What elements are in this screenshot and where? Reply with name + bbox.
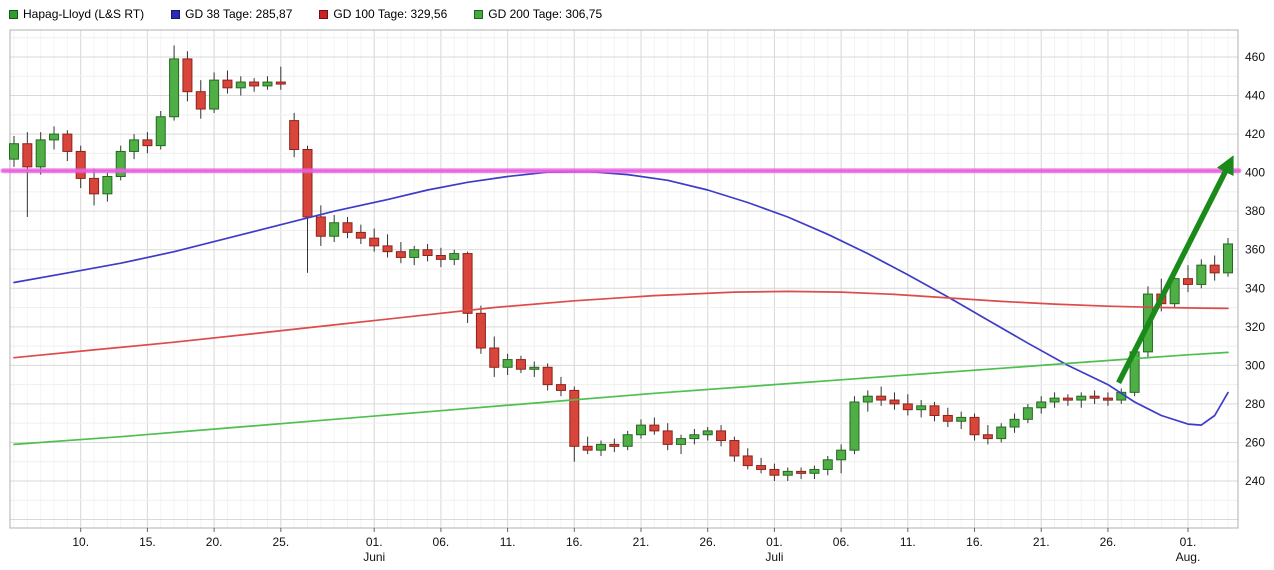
x-axis-day-label: 25. [272, 535, 289, 549]
y-axis-label: 360 [1245, 243, 1265, 257]
y-axis-label: 460 [1245, 50, 1265, 64]
x-axis-day-label: 26. [1100, 535, 1117, 549]
x-axis-month-label: Aug. [1176, 550, 1201, 564]
candles [9, 45, 1233, 481]
x-axis-day-label: 10. [72, 535, 89, 549]
y-axis-label: 260 [1245, 435, 1265, 449]
legend-item-instrument: Hapag-Lloyd (L&S RT) [9, 7, 144, 21]
y-axis-label: 320 [1245, 320, 1265, 334]
trend-arrow [1116, 155, 1234, 384]
y-axis-label: 300 [1245, 358, 1265, 372]
gd200-color-swatch-icon [474, 9, 484, 19]
x-axis-month-label: Juli [765, 550, 783, 564]
legend-item-gd38: GD 38 Tage: 285,87 [171, 7, 292, 21]
ma-line [13, 351, 1229, 446]
ma-line [13, 290, 1229, 359]
x-axis-day-label: 20. [206, 535, 223, 549]
gd100-color-swatch-icon [319, 9, 329, 19]
y-axis-label: 440 [1245, 89, 1265, 103]
x-axis-day-label: 11. [900, 535, 916, 549]
instrument-color-swatch-icon [9, 9, 18, 19]
x-axis-day-label: 01. [766, 535, 783, 549]
x-axis-month-label: Juni [363, 550, 385, 564]
x-axis-day-label: 16. [566, 535, 583, 549]
legend-instrument-label: Hapag-Lloyd (L&S RT) [23, 7, 145, 21]
x-axis-day-label: 21. [1033, 535, 1050, 549]
x-axis-day-label: 06. [833, 535, 850, 549]
legend-gd100-label: GD 100 Tage: 329,56 [333, 7, 448, 21]
gd38-color-swatch-icon [171, 9, 181, 19]
x-axis-day-label: 01. [366, 535, 383, 549]
y-axis-label: 240 [1245, 474, 1265, 488]
x-axis-day-label: 06. [433, 535, 450, 549]
x-axis-day-label: 15. [139, 535, 156, 549]
y-axis-label: 340 [1245, 281, 1265, 295]
y-axis-label: 400 [1245, 166, 1265, 180]
ma-line [13, 170, 1229, 426]
legend-gd38-label: GD 38 Tage: 285,87 [185, 7, 293, 21]
chart-legend: Hapag-Lloyd (L&S RT) GD 38 Tage: 285,87 … [9, 7, 602, 21]
x-axis-day-label: 26. [699, 535, 716, 549]
x-axis-day-label: 11. [500, 535, 516, 549]
legend-gd200-label: GD 200 Tage: 306,75 [488, 7, 603, 21]
y-axis-label: 380 [1245, 204, 1265, 218]
x-axis-day-label: 21. [633, 535, 650, 549]
x-axis-day-label: 01. [1180, 535, 1197, 549]
legend-item-gd100: GD 100 Tage: 329,56 [319, 7, 447, 21]
y-axis-label: 420 [1245, 127, 1265, 141]
legend-item-gd200: GD 200 Tage: 306,75 [474, 7, 602, 21]
y-axis-label: 280 [1245, 397, 1265, 411]
x-axis-day-label: 16. [966, 535, 983, 549]
